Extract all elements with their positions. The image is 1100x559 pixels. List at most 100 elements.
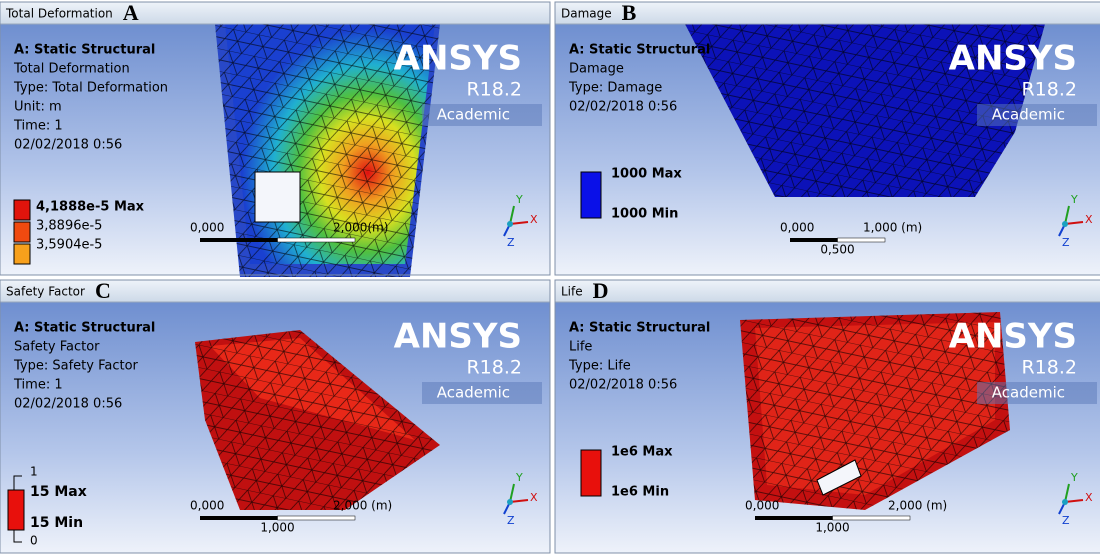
legend-label: 15 Max: [30, 484, 87, 500]
scale-label: 1,000: [260, 521, 294, 535]
legend-label: 15 Min: [30, 515, 83, 531]
triad-label: Z: [507, 514, 515, 527]
panel-letter: D: [593, 278, 609, 303]
legend-label: 1000 Max: [611, 167, 682, 182]
brand-edition: Academic: [992, 384, 1065, 402]
legend-swatch: [14, 244, 30, 264]
triad-origin: [1062, 221, 1068, 227]
brand-edition: Academic: [992, 106, 1065, 124]
scale-label: 2,000 (m): [333, 499, 392, 513]
panel-title: Total Deformation: [5, 7, 113, 21]
screenshot: Total Deformation A A: Static Structural To…: [0, 0, 1100, 555]
info-line: Unit: m: [14, 100, 62, 115]
scale-label: 0,500: [820, 243, 854, 257]
scale-label: 2,000 (m): [888, 499, 947, 513]
mesh-hole: [255, 172, 300, 222]
panel-header: [555, 280, 1100, 302]
legend-swatch: [14, 200, 30, 220]
triad-label: X: [530, 491, 538, 504]
brand-edition: Academic: [437, 384, 510, 402]
triad-label: X: [530, 213, 538, 226]
legend-swatch: [581, 172, 601, 218]
legend-label: 1000 Min: [611, 207, 678, 222]
triad-origin: [507, 221, 513, 227]
info-line: Safety Factor: [14, 340, 100, 355]
legend-swatch: [14, 222, 30, 242]
triad-label: X: [1085, 491, 1093, 504]
info-line: Type: Life: [568, 359, 631, 374]
triad-label: Y: [515, 193, 523, 206]
panel-letter: A: [123, 0, 139, 25]
panel: Life D A: Static Structural Life Type: Life 0…: [555, 278, 1100, 553]
legend-swatch: [581, 450, 601, 496]
brand-version: R18.2: [1021, 357, 1077, 379]
triad-label: X: [1085, 213, 1093, 226]
panel-letter: C: [95, 278, 111, 303]
info-line: Damage: [569, 62, 624, 77]
triad-label: Y: [1070, 471, 1078, 484]
brand-version: R18.2: [466, 79, 522, 101]
triad-label: Y: [515, 471, 523, 484]
scale-label: 0,000: [190, 221, 224, 235]
info-line: A: Static Structural: [14, 321, 155, 336]
info-line: Type: Damage: [568, 81, 662, 96]
scale-bar-white: [278, 516, 356, 520]
scale-label: 1,000 (m): [863, 221, 922, 235]
panel: Damage B A: Static Structural Damage Type: D…: [555, 0, 1100, 275]
legend-swatch: [8, 490, 24, 530]
panel-title: Safety Factor: [6, 285, 85, 299]
brand-name: ANSYS: [949, 317, 1077, 357]
triad-origin: [1062, 499, 1068, 505]
panel-title: Life: [561, 285, 583, 299]
panel: Safety Factor C A: Static Structural Safety…: [0, 278, 550, 553]
info-line: Time: 1: [13, 119, 63, 134]
brand-name: ANSYS: [949, 39, 1077, 79]
scale-bar-white: [278, 238, 356, 242]
info-line: 02/02/2018 0:56: [14, 397, 122, 412]
scale-bar-white: [838, 238, 886, 242]
legend-label: 1: [30, 465, 38, 479]
scale-label: 1,000: [815, 521, 849, 535]
triad-label: Z: [1062, 236, 1070, 249]
scale-bar-black: [200, 238, 278, 242]
info-line: Type: Safety Factor: [13, 359, 139, 374]
info-line: Type: Total Deformation: [13, 81, 168, 96]
info-line: 02/02/2018 0:56: [14, 138, 122, 153]
legend-label: 3,5904e-5: [36, 238, 102, 253]
scale-bar-white: [833, 516, 911, 520]
brand-name: ANSYS: [394, 39, 522, 79]
info-line: A: Static Structural: [14, 43, 155, 58]
scale-label: 0,000: [745, 499, 779, 513]
legend-label: 3,8896e-5: [36, 219, 102, 234]
scale-label: 2,000(m): [333, 221, 388, 235]
brand-version: R18.2: [466, 357, 522, 379]
info-line: 02/02/2018 0:56: [569, 100, 677, 115]
scale-bar-black: [200, 516, 278, 520]
legend-label: 4,1888e-5 Max: [36, 200, 145, 215]
info-line: Life: [569, 340, 592, 355]
panel-header: [555, 2, 1100, 24]
info-line: 02/02/2018 0:56: [569, 378, 677, 393]
info-line: Total Deformation: [13, 62, 130, 77]
legend-label: 1e6 Max: [611, 445, 673, 460]
scale-label: 0,000: [190, 499, 224, 513]
triad-label: Z: [507, 236, 515, 249]
triad-label: Y: [1070, 193, 1078, 206]
brand-edition: Academic: [437, 106, 510, 124]
page: Total Deformation A A: Static Structural To…: [0, 0, 1100, 555]
scale-bar-black: [790, 238, 838, 242]
info-line: A: Static Structural: [569, 43, 710, 58]
info-line: Time: 1: [13, 378, 63, 393]
info-line: A: Static Structural: [569, 321, 710, 336]
scale-bar-black: [755, 516, 833, 520]
panel-title: Damage: [561, 7, 612, 21]
legend-label: 1e6 Min: [611, 485, 669, 500]
triad-label: Z: [1062, 514, 1070, 527]
scale-label: 0,000: [780, 221, 814, 235]
brand-name: ANSYS: [394, 317, 522, 357]
triad-origin: [507, 499, 513, 505]
panel-letter: B: [622, 0, 637, 25]
panel: Total Deformation A A: Static Structural To…: [0, 0, 550, 277]
brand-version: R18.2: [1021, 79, 1077, 101]
legend-label: 0: [30, 534, 38, 548]
